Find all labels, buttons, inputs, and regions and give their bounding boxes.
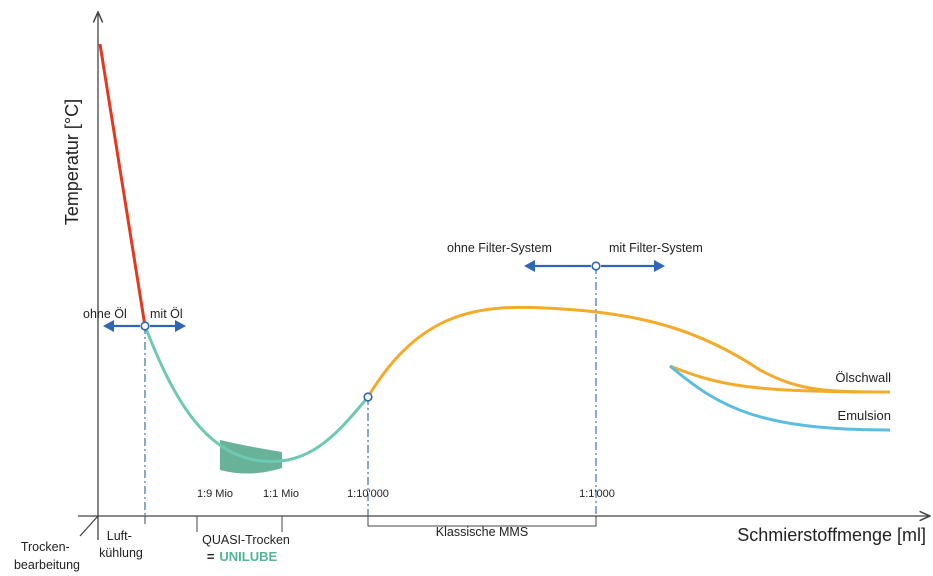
label-emulsion: Emulsion [838,408,891,423]
label-air-line1: Luft- [107,529,132,543]
tick-label-1-9-mio: 1:9 Mio [197,488,233,500]
y-axis-label: Temperatur [°C] [62,99,82,225]
label-without-filter: ohne Filter-System [447,241,552,255]
label-oil-flood: Ölschwall [835,370,891,385]
tick-label-1-1-mio: 1:1 Mio [263,488,299,500]
quasi-dry-band [220,440,282,474]
marker-filter [591,261,601,271]
label-air-line2: kühlung [99,546,143,560]
label-without-oil: ohne Öl [83,307,127,321]
curve-orange [366,305,891,398]
curve-oil-flood-orange [669,364,891,394]
label-dry-line1: Trocken- [21,540,70,554]
label-dry-line2: bearbeitung [14,558,80,572]
label-with-filter: mit Filter-System [609,241,703,255]
marker-mms-start [363,392,373,402]
arrow-with-oil-head [175,320,186,332]
x-axis-label: Schmierstoffmenge [ml] [737,525,926,545]
bracket-air-cooling [97,516,146,524]
tick-label-1-1000: 1:1'000 [579,488,615,500]
label-with-oil: mit Öl [150,307,183,321]
arrow-with-filter-head [654,260,665,272]
label-quasi-dry: QUASI-Trocken [202,533,290,547]
arrow-without-oil-head [103,320,114,332]
marker-oil [140,321,150,331]
arrow-without-filter-head [524,260,535,272]
label-air-cooling: Luft- kühlung [99,529,143,560]
curve-dry-red [98,43,147,327]
curve-teal [143,325,370,463]
label-unilube-brand: UNILUBE [219,549,277,564]
origin-diagonal [79,515,99,537]
label-dry-machining: Trocken- bearbeitung [14,540,80,572]
label-quasi-equals: = [207,549,215,564]
curve-emulsion-blue [669,364,891,432]
bracket-classic-mms [367,516,597,527]
label-quasi-brand-line: = UNILUBE [207,549,278,564]
bracket-quasi-dry [196,516,283,532]
label-classic-mms: Klassische MMS [436,525,528,539]
tick-label-1-10000: 1:10'000 [347,488,389,500]
